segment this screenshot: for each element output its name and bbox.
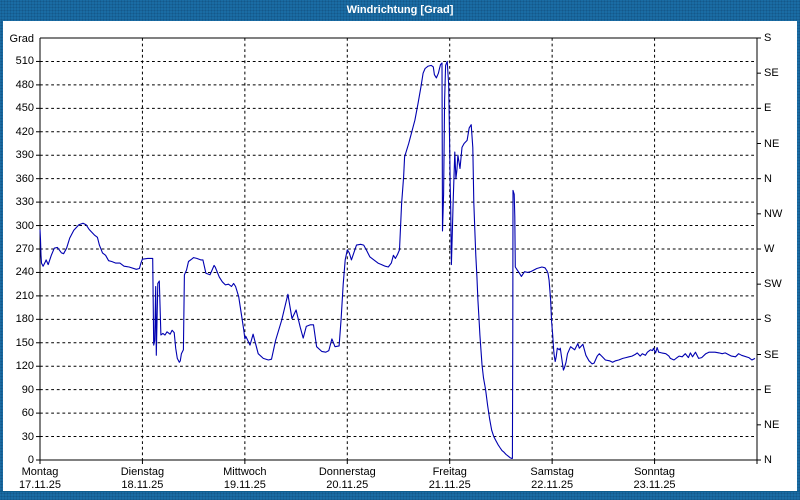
window-titlebar: Windrichtung [Grad] (0, 0, 800, 21)
compass-direction-label: E (764, 102, 772, 115)
compass-direction-label: NE (764, 418, 780, 431)
compass-direction-label: S (764, 313, 772, 326)
x-axis-day-label: Freitag (432, 466, 467, 478)
compass-direction-label: NW (764, 207, 783, 220)
y-axis-tick-label: 150 (15, 336, 34, 349)
y-axis-tick-label: 390 (15, 149, 34, 162)
y-axis-tick-label: 420 (15, 125, 34, 138)
x-axis-day-label: Samstag (530, 466, 574, 478)
wind-direction-line-chart (36, 37, 761, 464)
compass-direction-label: SW (764, 278, 782, 291)
compass-direction-label: S (764, 32, 772, 44)
x-axis-day-label: Dienstag (120, 466, 165, 478)
y-axis-tick-label: 30 (21, 430, 34, 443)
window-bottom-bar (0, 491, 800, 500)
x-axis-date-label: 21.11.25 (428, 479, 471, 491)
chart-panel: Grad 0 30 60 90 120 150 180 210 240 270 300 330 360 39… (3, 21, 797, 492)
x-axis-date-label: 19.11.25 (223, 479, 266, 491)
x-axis-date-label: 22.11.25 (531, 479, 574, 491)
x-axis-date-label: 18.11.25 (121, 479, 164, 491)
x-axis-day-label: Donnerstag (318, 466, 376, 478)
y-axis-tick-label: 360 (15, 172, 34, 185)
y-axis-tick-label: 270 (15, 243, 34, 255)
y-axis-tick-label: 210 (15, 289, 34, 302)
y-axis-tick-label: 330 (15, 196, 34, 209)
compass-direction-label: E (764, 383, 772, 396)
wind-direction-series-line (39, 60, 756, 459)
compass-direction-label: W (764, 243, 775, 255)
y-axis-tick-label: 480 (15, 78, 34, 91)
y-axis-tick-label: 120 (15, 360, 34, 373)
x-axis-date-label: 17.11.25 (18, 479, 61, 491)
compass-direction-label: N (764, 172, 772, 185)
y-axis-tick-label: 510 (15, 55, 34, 68)
x-axis-date-label: 23.11.25 (633, 479, 676, 491)
x-axis-date-label: 20.11.25 (326, 479, 369, 491)
compass-direction-label: NE (764, 137, 780, 150)
x-axis-day-label: Mittwoch (223, 466, 267, 478)
compass-direction-label: SE (764, 348, 779, 361)
x-axis-day-label: Sonntag (634, 466, 676, 478)
y-axis-tick-label: 300 (15, 219, 34, 232)
compass-direction-label: SE (764, 67, 779, 80)
y-axis-tick-label: 0 (27, 454, 34, 466)
y-axis-tick-label: 60 (21, 407, 34, 420)
x-axis-day-label: Montag (21, 466, 59, 478)
y-axis-tick-label: 90 (21, 383, 34, 396)
y-axis-title: Grad (9, 33, 34, 45)
compass-direction-label: N (764, 454, 772, 466)
window-title: Windrichtung [Grad] (346, 4, 454, 16)
y-axis-tick-label: 180 (15, 313, 34, 326)
y-axis-tick-label: 450 (15, 102, 34, 115)
y-axis-tick-label: 240 (15, 266, 34, 279)
